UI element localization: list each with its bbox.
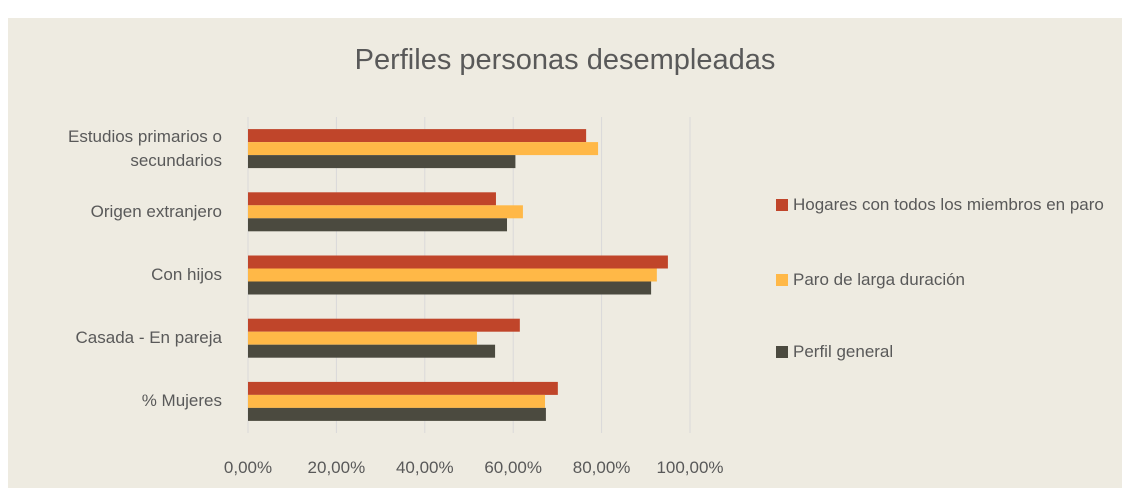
- bar: [248, 155, 516, 169]
- x-tick-label: 60,00%: [484, 458, 543, 477]
- x-tick-label: 0,00%: [223, 458, 273, 477]
- x-tick-label: 20,00%: [307, 458, 366, 477]
- bar: [248, 268, 657, 282]
- bar: [248, 255, 668, 269]
- bar: [248, 129, 587, 143]
- bar: [248, 381, 558, 395]
- bar: [248, 407, 546, 421]
- legend-swatch: [776, 274, 788, 286]
- bar: [248, 142, 599, 156]
- bar: [248, 394, 546, 408]
- bar: [248, 318, 520, 332]
- legend-swatch: [776, 199, 788, 211]
- bar: [248, 205, 523, 219]
- legend-label: Perfil general: [793, 342, 894, 361]
- x-tick-label: 80,00%: [572, 458, 631, 477]
- x-tick-label: 100,00%: [656, 458, 724, 477]
- legend-label: Paro de larga duración: [793, 270, 966, 289]
- chart-title: Perfiles personas desempleadas: [354, 44, 776, 76]
- legend-label: Hogares con todos los miembros en paro: [793, 195, 1104, 214]
- bar: [248, 218, 508, 232]
- y-tick-label: Con hijos: [151, 265, 222, 284]
- x-tick-label: 40,00%: [395, 458, 454, 477]
- y-tick-label: Origen extranjero: [90, 201, 222, 221]
- bar: [248, 281, 652, 295]
- bar: [248, 192, 496, 206]
- y-tick-label: Casada - En pareja: [75, 328, 222, 348]
- bar: [248, 344, 496, 358]
- y-tick-label: Estudios primarios o secundarios: [67, 126, 222, 170]
- chart-background: [8, 18, 1122, 488]
- y-tick-label: % Mujeres: [141, 391, 222, 411]
- legend-swatch: [776, 346, 788, 358]
- bar: [248, 331, 477, 345]
